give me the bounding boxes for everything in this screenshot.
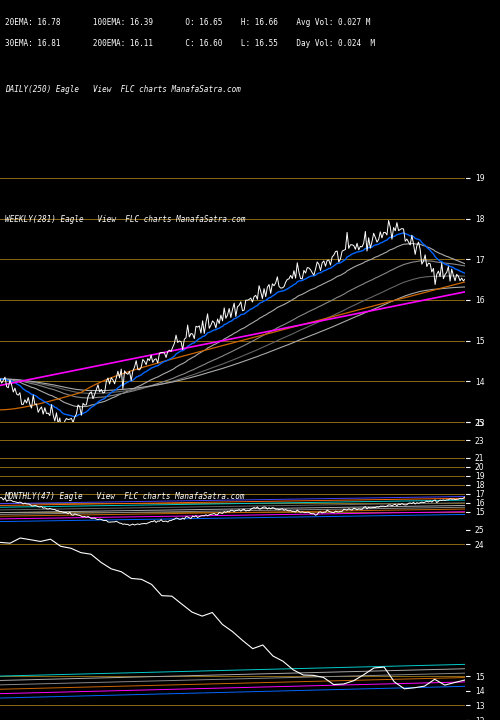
- Text: 30EMA: 16.81       200EMA: 16.11       C: 16.60    L: 16.55    Day Vol: 0.024  M: 30EMA: 16.81 200EMA: 16.11 C: 16.60 L: 1…: [4, 39, 374, 48]
- Text: MONTHLY(47) Eagle   View  FLC charts ManafaSatra.com: MONTHLY(47) Eagle View FLC charts Manafa…: [4, 492, 245, 501]
- Text: DAILY(250) Eagle   View  FLC charts ManafaSatra.com: DAILY(250) Eagle View FLC charts ManafaS…: [4, 86, 240, 94]
- Text: 20EMA: 16.78       100EMA: 16.39       O: 16.65    H: 16.66    Avg Vol: 0.027 M: 20EMA: 16.78 100EMA: 16.39 O: 16.65 H: 1…: [4, 18, 370, 27]
- Text: WEEKLY(281) Eagle   View  FLC charts ManafaSatra.com: WEEKLY(281) Eagle View FLC charts Manafa…: [4, 215, 245, 223]
